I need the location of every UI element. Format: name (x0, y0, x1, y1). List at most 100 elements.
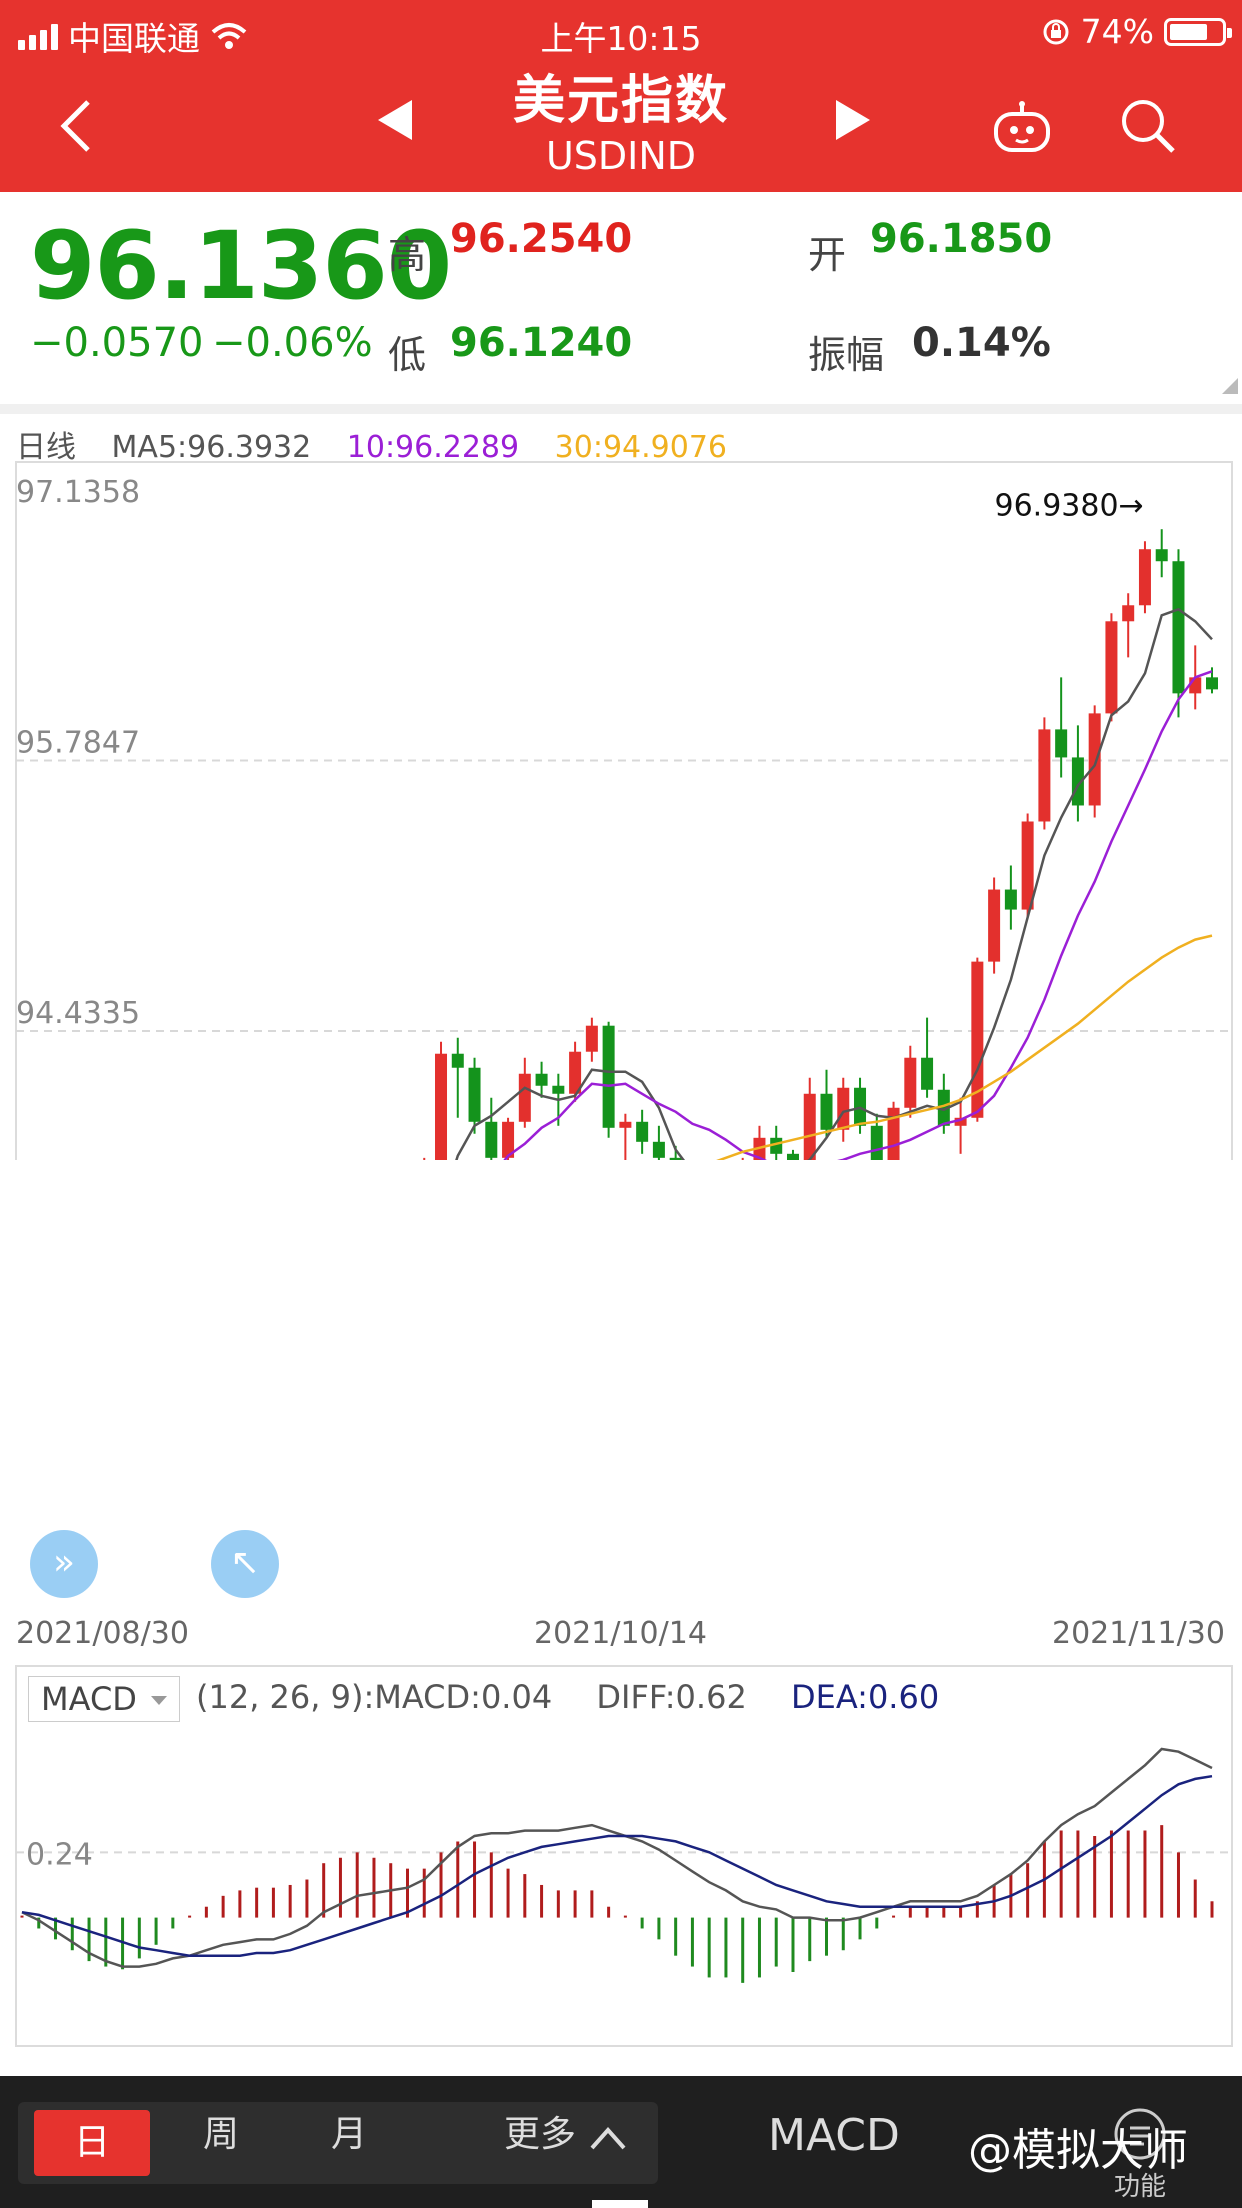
candle-body (803, 1093, 816, 1160)
page-subtitle: USDIND (545, 134, 697, 178)
macd-line-dea (21, 1774, 1213, 1957)
status-right: 74% (1041, 12, 1232, 51)
ma-legend: 日线 MA5:96.3932 10:96.2289 30:94.9076 (16, 422, 753, 466)
candle-body (954, 1117, 967, 1126)
tab-month[interactable]: 月 (330, 2114, 367, 2155)
candle-body (636, 1121, 649, 1142)
candle-body (468, 1067, 481, 1122)
chevron-up-icon[interactable] (588, 2124, 628, 2152)
tab-day[interactable]: 日 (34, 2110, 150, 2176)
candle-body (435, 1053, 448, 1160)
price-change-pct: −0.06% (212, 320, 373, 366)
candle-body (820, 1093, 833, 1130)
open-value: 96.1850 (870, 216, 1053, 262)
macd-legend: (12, 26, 9):MACD:0.04 DIFF:0.62 DEA:0.60 (196, 1678, 973, 1716)
candle-body (904, 1057, 917, 1108)
candle-body (518, 1073, 531, 1122)
candle-body (1206, 677, 1218, 690)
candle-body (937, 1089, 950, 1126)
status-time: 上午10:15 (540, 19, 702, 58)
prev-instrument-button[interactable] (378, 100, 412, 140)
candle-body (786, 1153, 799, 1160)
candle-body (971, 961, 984, 1118)
battery-percent: 74% (1080, 12, 1154, 51)
candle-body (602, 1025, 615, 1128)
macd-y-tick-label: 0.24 (26, 1837, 93, 1872)
chevron-down-icon (151, 1696, 167, 1705)
reset-zoom-button[interactable]: ↖ (211, 1530, 279, 1598)
function-label: 功能 (1114, 2172, 1167, 2202)
candle-body (1004, 889, 1017, 910)
price-change: −0.0570 (30, 320, 204, 366)
y-tick-label: 95.7847 (16, 725, 140, 760)
ma5-label: MA5:96.3932 (111, 430, 312, 465)
candle-body (652, 1141, 665, 1158)
ma30-label: 30:94.9076 (554, 430, 727, 465)
dea-label: DEA:0.60 (790, 1678, 940, 1716)
next-instrument-button[interactable] (836, 100, 870, 140)
candle-body (585, 1025, 598, 1052)
candle-body (921, 1057, 934, 1090)
candle-body (535, 1073, 548, 1086)
tab-more[interactable]: 更多 (503, 2114, 576, 2155)
y-tick-label: 94.4335 (16, 996, 140, 1031)
x-label-start: 2021/08/30 (16, 1616, 189, 1651)
candle-body (485, 1121, 498, 1158)
amplitude-value: 0.14% (912, 320, 1051, 366)
status-bar: 中国联通 上午10:15 74% (0, 8, 1242, 58)
candle-body (837, 1087, 850, 1130)
candle-body (1122, 605, 1135, 622)
watermark: @模拟大师 (968, 2125, 1188, 2176)
back-icon[interactable] (56, 96, 96, 156)
candle-body (1038, 729, 1051, 822)
period-label: 日线 (16, 430, 76, 465)
amplitude-label: 振幅 (808, 333, 885, 377)
status-left: 中国联通 (18, 12, 248, 60)
candle-body (1055, 729, 1068, 758)
x-label-mid: 2021/10/14 (534, 1616, 707, 1651)
page-title: 美元指数 (512, 71, 729, 131)
candle-body (988, 889, 1001, 962)
candle-body (1021, 821, 1034, 910)
macd-chart[interactable]: 0.24 (0, 0, 1242, 2076)
battery-icon (1164, 17, 1232, 46)
candlestick-chart[interactable]: 97.135895.784794.433593.082391.731296.93… (0, 0, 1242, 1160)
ma-line-ma30 (716, 934, 1213, 1160)
indicator-dropdown[interactable]: MACD (28, 1676, 180, 1722)
candle-body (1172, 561, 1185, 694)
y-tick-label: 97.1358 (16, 475, 140, 510)
high-label: 高 (388, 233, 427, 277)
last-price: 96.1360 (30, 212, 452, 321)
candle-body (451, 1053, 464, 1068)
macd-params: (12, 26, 9):MACD:0.04 (196, 1678, 553, 1716)
max-marker: 96.9380→ (995, 489, 1144, 524)
app-header: 中国联通 上午10:15 74% 美元指数 USDIND (0, 0, 1242, 192)
ma-line-ma10 (503, 670, 1213, 1160)
x-label-end: 2021/11/30 (1052, 1616, 1225, 1651)
candle-body (1138, 549, 1151, 606)
indicator-dropdown-label: MACD (41, 1680, 137, 1718)
robot-icon[interactable] (990, 100, 1054, 154)
function-icon[interactable] (1112, 2106, 1168, 2162)
candle-body (502, 1121, 515, 1158)
chart-frame (15, 461, 1233, 1160)
ma10-label: 10:96.2289 (346, 430, 520, 465)
low-value: 96.1240 (450, 320, 633, 366)
low-label: 低 (388, 333, 427, 377)
expand-corner-icon[interactable] (1222, 378, 1238, 394)
tab-week[interactable]: 周 (202, 2114, 239, 2155)
macd-line-diff (21, 1747, 1213, 1968)
orientation-lock-icon (1043, 19, 1069, 44)
candle-body (1088, 713, 1101, 806)
candle-body (619, 1121, 632, 1128)
scroll-left-button[interactable]: » (30, 1530, 98, 1598)
candle-body (569, 1051, 582, 1094)
divider (0, 404, 1242, 414)
indicator-button[interactable]: MACD (768, 2110, 900, 2161)
search-icon[interactable] (1118, 96, 1178, 156)
diff-label: DIFF:0.62 (596, 1678, 747, 1716)
open-label: 开 (808, 233, 847, 277)
home-indicator (592, 2200, 648, 2208)
ma-line-ma5 (455, 607, 1213, 1160)
candle-body (1155, 549, 1168, 562)
